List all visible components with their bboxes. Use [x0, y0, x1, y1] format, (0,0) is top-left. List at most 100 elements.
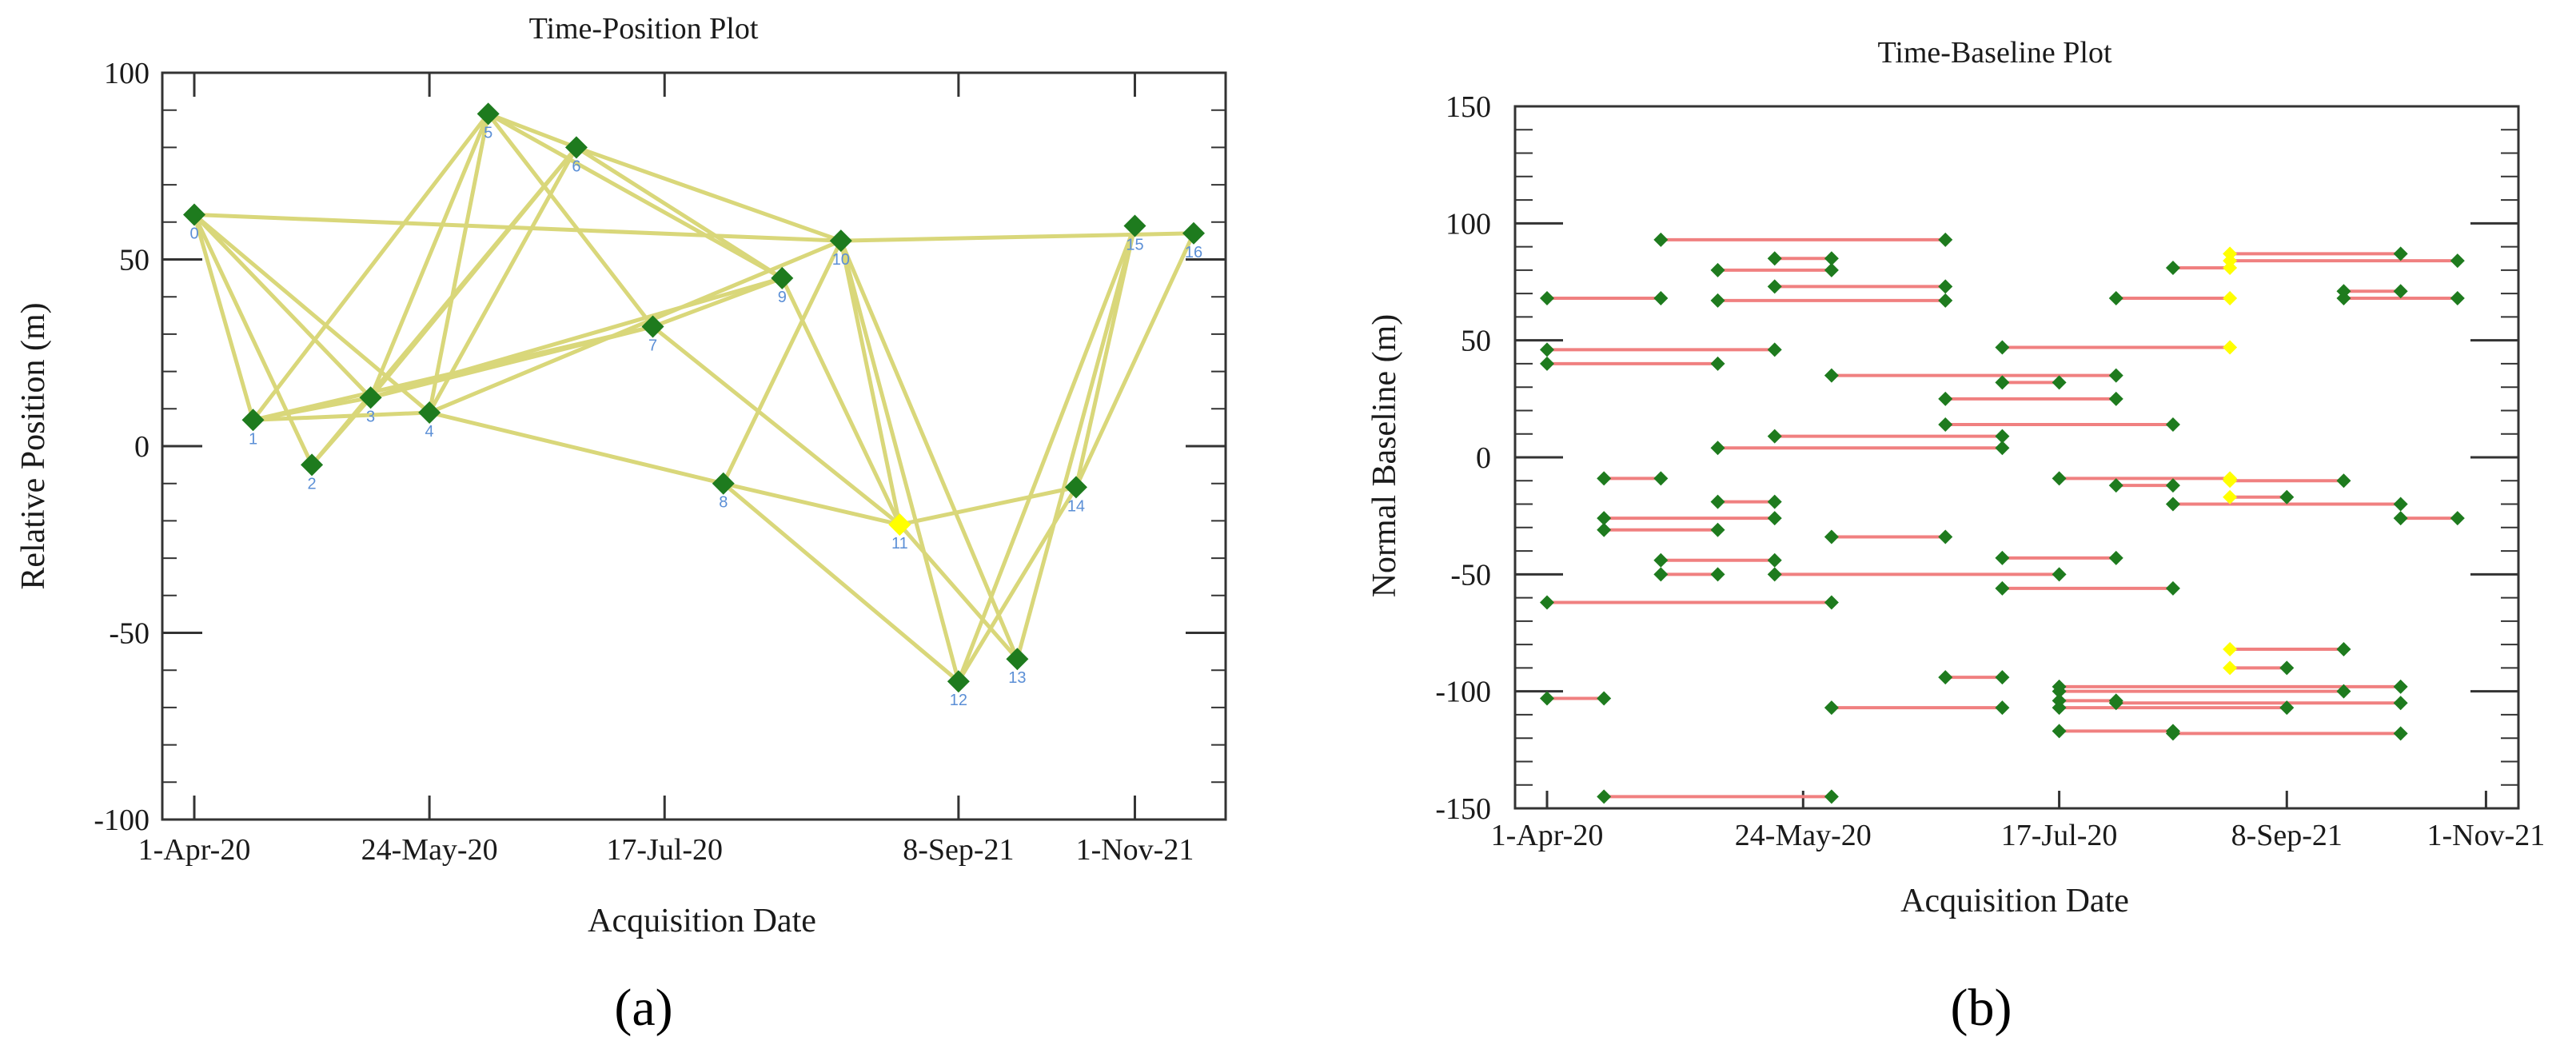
panel-b-point-marker: [1710, 441, 1725, 456]
panel-b-point-marker: [1710, 356, 1725, 371]
panel-b-point-marker: [1938, 232, 1953, 247]
panel-b-point-marker: [1938, 391, 1953, 406]
panel-b-point-marker: [1995, 441, 2010, 456]
panel-b-point-marker: [1597, 691, 1612, 706]
panel-b-point-marker: [1540, 290, 1554, 305]
panel-b-point-marker: [2165, 580, 2180, 596]
panel-b-point-marker: [2052, 724, 2067, 739]
panel-a-title: Time-Position Plot: [529, 12, 759, 46]
panel-b-point-marker: [2393, 246, 2408, 261]
panel-b-point-marker: [2279, 700, 2295, 716]
panel-a-point-label: 14: [1067, 497, 1085, 515]
panel-a-x-tick-label: 1-Apr-20: [138, 833, 251, 867]
panel-a-connection-line: [722, 481, 960, 684]
panel-a-point-label: 13: [1008, 669, 1026, 687]
panel-b-x-axis-label: Acquisition Date: [1900, 883, 2129, 919]
panel-a-point-marker: [418, 401, 441, 424]
panel-b-point-marker: [1540, 595, 1554, 610]
panel-a-point-marker: [1006, 648, 1029, 671]
panel-a-connection-line: [369, 113, 490, 399]
panel-b-y-tick-label: 100: [1446, 207, 1491, 241]
panel-a-point-label: 0: [189, 225, 198, 242]
panel-b-point-marker: [1824, 789, 1839, 804]
panel-a-point-label: 10: [832, 251, 850, 269]
panel-b-point-marker: [2108, 290, 2123, 305]
panel-b-x-tick-label: 17-Jul-20: [2001, 819, 2118, 852]
panel-b-connection-lines: [1547, 237, 2458, 799]
panel-b-point-marker: [2279, 489, 2295, 505]
panel-a-point-label: 4: [425, 423, 434, 441]
panel-b-point-marker: [2223, 253, 2238, 269]
panel-a-connection-line: [651, 325, 901, 527]
panel-a-point-marker: [888, 513, 911, 536]
panel-b-point-marker: [1710, 522, 1725, 537]
panel-b-point-marker: [2393, 511, 2408, 526]
panel-b-point-marker: [1767, 342, 1782, 357]
panel-b-y-tick-label: -100: [1435, 676, 1491, 709]
panel-a-point-label: 11: [891, 535, 908, 552]
panel-b-point-marker: [1767, 279, 1782, 294]
panel-a-connection-line: [839, 240, 902, 525]
panel-b-point-marker: [2108, 696, 2123, 711]
panel-a-connection-line: [839, 240, 961, 682]
panel-a-connection-line: [251, 112, 490, 421]
panel-b-point-marker: [2052, 375, 2067, 390]
panel-a-connection-line: [1074, 232, 1196, 489]
panel-a-point-marker: [641, 315, 664, 338]
panel-a-connection-line: [721, 240, 843, 485]
panel-b-point-marker: [1995, 375, 2010, 390]
panel-a-x-tick-label: 17-Jul-20: [606, 833, 723, 867]
panel-b-point-marker: [1938, 529, 1953, 544]
panel-b-point-marker: [1824, 595, 1839, 610]
panel-b-point-marker: [2052, 700, 2067, 716]
panel-b-point-marker: [1767, 251, 1782, 266]
panel-b-point-marker: [1597, 522, 1612, 537]
panel-a-point-marker: [947, 670, 970, 693]
panel-b-point-marker: [1767, 511, 1782, 526]
panel-b-point-marker: [2450, 511, 2465, 526]
panel-a-y-tick-label: -100: [94, 804, 150, 837]
panel-a-connection-line: [576, 146, 842, 243]
panel-b-y-tick-label: 0: [1476, 441, 1491, 475]
panel-a-connection-line: [898, 523, 1019, 660]
panel-a-point-label: 7: [648, 337, 657, 355]
panel-b-time-baseline-plot: Time-Baseline Plot 150100500-50-100-1501…: [1366, 36, 2545, 1037]
panel-b-point-marker: [1653, 567, 1669, 582]
panel-b-points: [1540, 232, 2465, 804]
panel-b-x-tick-label: 8-Sep-21: [2231, 819, 2343, 852]
panel-b-point-marker: [1653, 232, 1669, 247]
panel-a-y-tick-label: 0: [134, 430, 150, 464]
panel-a-point-label: 5: [484, 124, 492, 142]
panel-a-point-marker: [771, 266, 794, 289]
panel-a-label: (a): [614, 979, 672, 1037]
panel-b-y-axis-label: Normal Baseline (m): [1366, 314, 1403, 598]
panel-b-point-marker: [1597, 511, 1612, 526]
panel-a-point-marker: [301, 453, 324, 477]
panel-b-point-marker: [2108, 550, 2123, 565]
panel-a-connection-line: [839, 240, 1019, 660]
panel-b-point-marker: [2336, 290, 2351, 305]
panel-b-point-marker: [1540, 356, 1554, 371]
panel-a-connection-line: [575, 146, 784, 280]
panel-b-point-marker: [1938, 670, 1953, 685]
panel-a-connection-line: [487, 112, 577, 150]
panel-b-point-marker: [1995, 550, 2010, 565]
panel-a-connection-line: [780, 277, 902, 526]
panel-b-x-tick-label: 1-Apr-20: [1491, 819, 1604, 852]
panel-b-point-marker: [1653, 552, 1669, 568]
panel-b-point-marker: [2052, 679, 2067, 694]
panel-a-point-marker: [1123, 214, 1146, 237]
panel-a-point-label: 12: [950, 692, 967, 709]
panel-a-connection-line: [253, 410, 430, 422]
panel-a-point-marker: [1182, 221, 1205, 245]
panel-b-point-marker: [2165, 260, 2180, 275]
panel-a-connection-line: [427, 146, 579, 414]
panel-a-connection-line: [1074, 225, 1137, 488]
panel-a-connection-line: [193, 213, 373, 400]
panel-b-title: Time-Baseline Plot: [1877, 36, 2112, 70]
panel-a-point-marker: [1064, 476, 1087, 499]
panel-b-y-tick-label: -150: [1435, 792, 1491, 826]
panel-a-connection-line: [193, 212, 841, 243]
panel-a-x-tick-label: 1-Nov-21: [1076, 833, 1194, 867]
panel-b-point-marker: [2223, 489, 2238, 505]
